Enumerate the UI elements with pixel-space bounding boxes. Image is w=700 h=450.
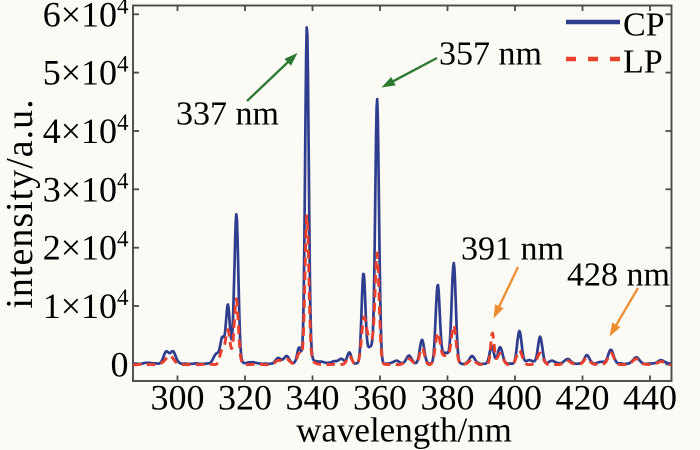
- svg-text:391 nm: 391 nm: [461, 231, 564, 268]
- svg-text:4×104: 4×104: [43, 110, 129, 151]
- svg-text:wavelength/nm: wavelength/nm: [296, 411, 512, 450]
- svg-text:360: 360: [353, 378, 407, 418]
- svg-text:6×104: 6×104: [43, 0, 129, 34]
- svg-text:5×104: 5×104: [43, 52, 129, 93]
- svg-text:340: 340: [286, 378, 340, 418]
- svg-text:440: 440: [623, 378, 677, 418]
- svg-text:428 nm: 428 nm: [567, 257, 670, 294]
- svg-text:LP: LP: [623, 44, 663, 81]
- svg-text:0: 0: [111, 344, 129, 384]
- svg-text:320: 320: [218, 378, 272, 418]
- svg-text:420: 420: [556, 378, 610, 418]
- svg-text:2×104: 2×104: [43, 227, 129, 268]
- svg-text:1×104: 1×104: [43, 285, 129, 326]
- svg-text:400: 400: [488, 378, 542, 418]
- svg-text:357 nm: 357 nm: [439, 35, 542, 72]
- svg-text:intensity/a.u.: intensity/a.u.: [0, 98, 41, 308]
- svg-text:337 nm: 337 nm: [176, 96, 279, 133]
- svg-text:380: 380: [421, 378, 475, 418]
- svg-text:CP: CP: [623, 7, 665, 44]
- svg-text:300: 300: [151, 378, 205, 418]
- svg-text:3×104: 3×104: [43, 168, 129, 209]
